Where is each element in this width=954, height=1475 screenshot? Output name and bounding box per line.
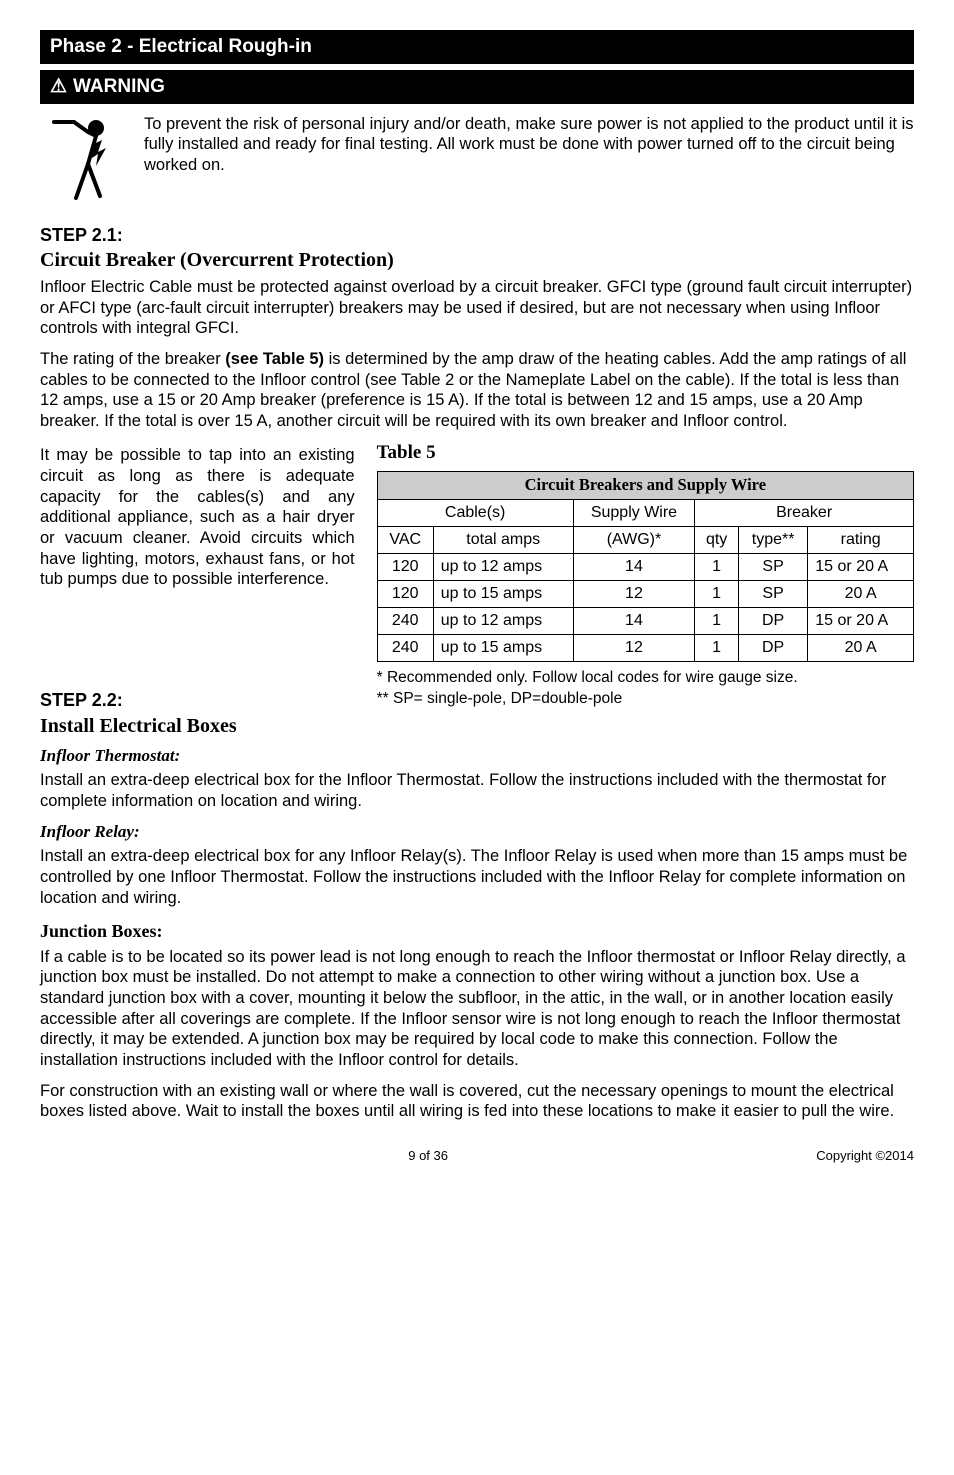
step-2-1-label: STEP 2.1: xyxy=(40,224,914,247)
warning-label: WARNING xyxy=(73,75,165,99)
table-header: Supply Wire xyxy=(573,499,695,526)
table-5: Circuit Breakers and Supply Wire Cable(s… xyxy=(377,471,914,662)
table-header: rating xyxy=(808,526,914,553)
page-number: 9 of 36 xyxy=(408,1148,448,1164)
table-header: total amps xyxy=(433,526,573,553)
step-2-2-label: STEP 2.2: xyxy=(40,689,355,712)
step-2-1-para-1: Infloor Electric Cable must be protected… xyxy=(40,277,914,339)
table-header: qty xyxy=(695,526,739,553)
warning-triangle-icon: ⚠ xyxy=(50,77,67,96)
warning-text: To prevent the risk of personal injury a… xyxy=(144,114,914,176)
junction-boxes-para-1: If a cable is to be located so its power… xyxy=(40,947,914,1071)
table-5-footnote-2: ** SP= single-pole, DP=double-pole xyxy=(377,689,914,708)
warning-content: To prevent the risk of personal injury a… xyxy=(40,110,914,214)
table-header: (AWG)* xyxy=(573,526,695,553)
table-row: 240 up to 12 amps 14 1 DP 15 or 20 A xyxy=(377,607,913,634)
step-2-1-side: It may be possible to tap into an existi… xyxy=(40,445,355,589)
infloor-thermostat-para: Install an extra-deep electrical box for… xyxy=(40,770,914,811)
step-2-2-title: Install Electrical Boxes xyxy=(40,714,355,739)
table-header: Cable(s) xyxy=(377,499,573,526)
table-header: type** xyxy=(738,526,807,553)
table-header: Breaker xyxy=(695,499,914,526)
table-row: 120 up to 12 amps 14 1 SP 15 or 20 A xyxy=(377,553,913,580)
infloor-relay-heading: Infloor Relay: xyxy=(40,821,914,842)
junction-boxes-para-2: For construction with an existing wall o… xyxy=(40,1081,914,1122)
junction-boxes-heading: Junction Boxes: xyxy=(40,920,914,943)
table-row: 120 up to 15 amps 12 1 SP 20 A xyxy=(377,580,913,607)
table-header: VAC xyxy=(377,526,433,553)
warning-header: ⚠ WARNING xyxy=(40,70,914,104)
infloor-relay-para: Install an extra-deep electrical box for… xyxy=(40,846,914,908)
table-5-footnote-1: * Recommended only. Follow local codes f… xyxy=(377,668,914,687)
phase-header: Phase 2 - Electrical Rough-in xyxy=(40,30,914,64)
table-row: 240 up to 15 amps 12 1 DP 20 A xyxy=(377,634,913,661)
infloor-thermostat-heading: Infloor Thermostat: xyxy=(40,745,914,766)
step-2-1-para-2: The rating of the breaker (see Table 5) … xyxy=(40,349,914,432)
table-5-caption: Circuit Breakers and Supply Wire xyxy=(377,472,913,500)
step-2-1-title: Circuit Breaker (Overcurrent Protection) xyxy=(40,248,914,273)
page-footer: 9 of 36 Copyright ©2014 xyxy=(40,1148,914,1164)
copyright: Copyright ©2014 xyxy=(816,1148,914,1164)
table-5-title: Table 5 xyxy=(377,441,914,465)
electric-shock-icon xyxy=(48,114,126,202)
